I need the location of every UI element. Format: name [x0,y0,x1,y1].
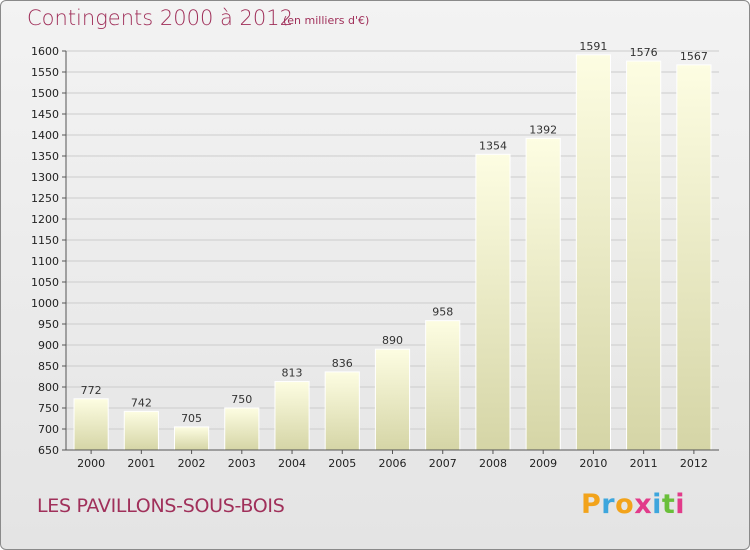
x-tick-label: 2010 [579,457,607,470]
data-label-2007: 958 [432,306,453,319]
y-tick-label: 1150 [31,234,59,247]
x-tick-label: 2012 [680,457,708,470]
bar-2003 [224,407,260,451]
chart-subtitle: (en milliers d'€) [283,14,370,27]
data-label-2006: 890 [382,334,403,347]
x-tick-label: 2008 [479,457,507,470]
y-tick-label: 1400 [31,129,59,142]
y-tick-label: 1550 [31,66,59,79]
x-tick-label: 2001 [127,457,155,470]
data-label-2003: 750 [231,393,252,406]
y-tick-label: 1000 [31,297,59,310]
data-label-2004: 813 [282,367,303,380]
bar-2000 [73,398,109,451]
y-tick-label: 1050 [31,276,59,289]
y-tick-label: 850 [38,360,59,373]
x-tick-label: 2006 [379,457,407,470]
y-tick-label: 1450 [31,108,59,121]
location-name: LES PAVILLONS-SOUS-BOIS [37,495,285,517]
bar-2002 [173,426,210,451]
chart-title: Contingents 2000 à 2012 [27,6,293,30]
data-label-2009: 1392 [529,123,557,136]
y-tick-label: 1100 [31,255,59,268]
y-tick-label: 950 [38,318,59,331]
bar-2006 [374,348,411,451]
x-tick-label: 2000 [77,457,105,470]
y-tick-label: 1600 [31,45,59,58]
x-tick-label: 2003 [228,457,256,470]
y-tick-label: 1200 [31,213,59,226]
bar-2007 [425,320,461,451]
data-label-2000: 772 [81,384,102,397]
x-tick-label: 2011 [630,457,658,470]
bar-2008 [475,153,511,451]
x-tick-label: 2005 [328,457,356,470]
bar-2010 [575,54,612,451]
bar-2004 [274,381,310,451]
data-label-2005: 836 [332,357,353,370]
bar-2001 [123,410,159,451]
y-tick-label: 1250 [31,192,59,205]
data-label-2010: 1591 [579,40,607,53]
brand-logo: Proxiti [581,489,686,520]
data-label-2012: 1567 [680,50,708,63]
y-tick-label: 900 [38,339,59,352]
y-tick-label: 700 [38,423,59,436]
data-label-2011: 1576 [630,46,658,59]
bar-2012 [676,64,712,451]
x-tick-label: 2009 [529,457,557,470]
x-tick-label: 2007 [429,457,457,470]
x-tick-label: 2004 [278,457,306,470]
data-label-2001: 742 [131,396,152,409]
x-tick-label: 2002 [178,457,206,470]
y-tick-label: 650 [38,444,59,457]
bar-2009 [525,137,561,451]
y-tick-label: 1350 [31,150,59,163]
data-label-2002: 705 [181,412,202,425]
y-tick-label: 1500 [31,87,59,100]
y-tick-label: 800 [38,381,59,394]
y-tick-label: 750 [38,402,59,415]
y-tick-label: 1300 [31,171,59,184]
data-label-2008: 1354 [479,139,507,152]
bar-2011 [626,60,662,451]
bar-2005 [324,371,360,451]
